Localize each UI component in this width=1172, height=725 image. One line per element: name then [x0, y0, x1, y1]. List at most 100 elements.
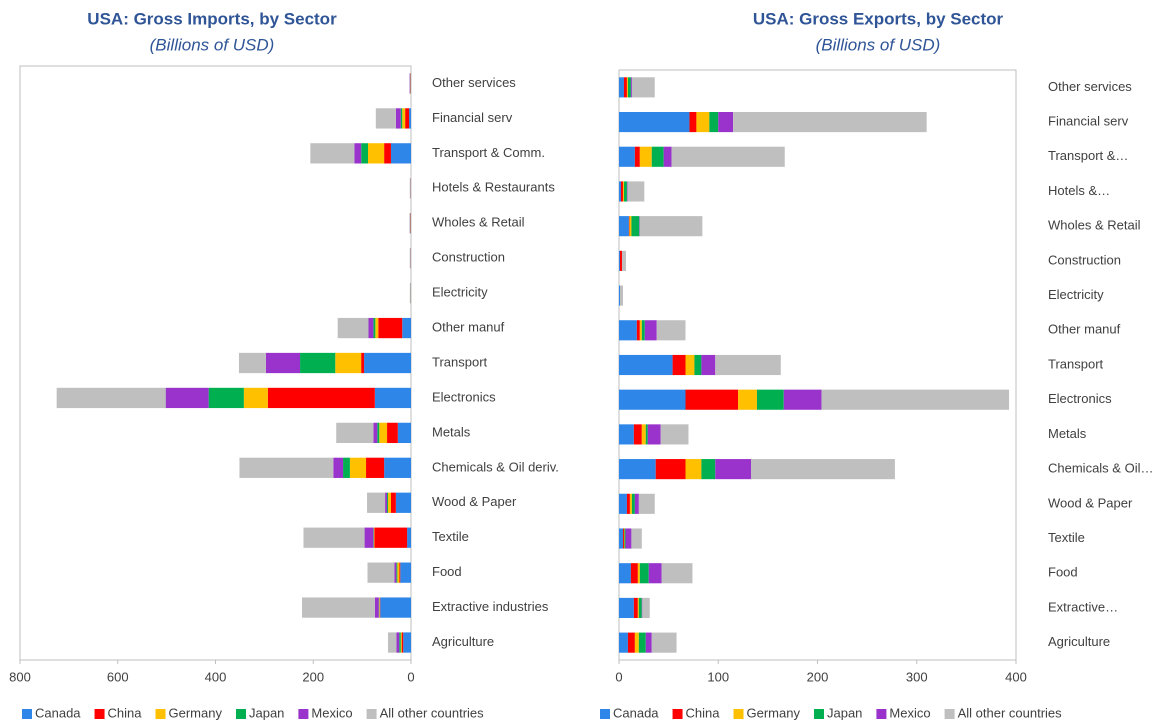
- bar-segment: [622, 528, 624, 549]
- bar-segment: [639, 320, 642, 341]
- bar-segment: [634, 493, 639, 514]
- bar-segment: [343, 457, 350, 478]
- bar-segment: [377, 422, 380, 444]
- bar-segment: [623, 181, 627, 202]
- legend-swatch: [298, 709, 309, 719]
- bar-segment: [626, 77, 628, 98]
- bar-segment: [390, 492, 396, 513]
- legend-label: Canada: [613, 705, 659, 720]
- bar-segment: [335, 352, 362, 374]
- bar-segment: [366, 457, 385, 478]
- bar-segment: [208, 387, 244, 409]
- bar-segment: [685, 354, 695, 376]
- bar-segment: [625, 528, 632, 549]
- bar-segment: [402, 317, 411, 339]
- chart-title: USA: Gross Exports, by Sector: [753, 9, 1004, 28]
- x-tick-label: 800: [9, 669, 31, 684]
- bar-segment: [639, 146, 652, 167]
- bar-segment: [656, 320, 686, 341]
- bar-segment: [642, 597, 650, 619]
- bar-segment: [368, 317, 374, 339]
- bar-segment: [619, 389, 686, 410]
- bar-segment: [756, 389, 784, 410]
- bar-segment: [336, 422, 374, 444]
- bar-segment: [701, 354, 716, 376]
- chart-subtitle: (Billions of USD): [150, 35, 275, 54]
- bar-segment: [636, 320, 640, 341]
- category-label: Other services: [1048, 79, 1132, 94]
- category-label: Extractive industries: [432, 599, 549, 614]
- category-label: Transport: [432, 354, 488, 369]
- bar-segment: [655, 459, 686, 480]
- bar-segment: [165, 387, 209, 409]
- category-label: Other services: [432, 75, 516, 90]
- bar-segment: [375, 108, 396, 129]
- bar-segment: [367, 562, 395, 583]
- bar-segment: [373, 317, 376, 339]
- bar-segment: [638, 493, 655, 514]
- bar-segment: [685, 459, 702, 480]
- category-label: Other manuf: [1048, 322, 1121, 337]
- chart-title: USA: Gross Imports, by Sector: [87, 9, 337, 28]
- category-label: Extractive…: [1048, 599, 1118, 614]
- legend-label: China: [108, 705, 143, 720]
- bar-segment: [733, 111, 927, 133]
- bar-segment: [651, 146, 664, 167]
- bar-segment: [663, 146, 672, 167]
- bar-segment: [400, 108, 403, 129]
- x-tick-label: 0: [615, 669, 622, 684]
- bar-segment: [644, 320, 657, 341]
- bar-segment: [367, 143, 385, 164]
- bar-segment: [385, 492, 388, 513]
- bar-segment: [718, 111, 734, 133]
- bar-segment: [619, 250, 620, 271]
- bar-segment: [661, 563, 693, 584]
- bar-segment: [397, 562, 400, 583]
- bar-segment: [701, 459, 716, 480]
- bar-segment: [685, 389, 739, 410]
- bar-segment: [621, 250, 626, 271]
- bar-segment: [671, 146, 785, 167]
- bar-segment: [399, 632, 401, 653]
- bar-segment: [379, 422, 388, 444]
- category-label: Electronics: [1048, 391, 1112, 406]
- category-label: Metals: [432, 424, 471, 439]
- bar-segment: [405, 108, 410, 129]
- x-tick-label: 0: [407, 669, 414, 684]
- bar-segment: [639, 563, 649, 584]
- category-label: Transport & Comm.: [432, 145, 545, 160]
- bar-segment: [395, 108, 401, 129]
- category-label: Wood & Paper: [1048, 495, 1133, 510]
- category-label: Electricity: [432, 285, 488, 300]
- x-tick-label: 400: [205, 669, 227, 684]
- category-label: Wholes & Retail: [1048, 218, 1141, 233]
- bar-segment: [627, 632, 635, 653]
- category-label: Metals: [1048, 426, 1087, 441]
- category-label: Transport: [1048, 356, 1104, 371]
- legend-swatch: [235, 709, 246, 719]
- bar-segment: [619, 285, 620, 306]
- bar-segment: [388, 632, 397, 653]
- bar-segment: [384, 143, 391, 164]
- bar-segment: [751, 459, 895, 480]
- bar-segment: [633, 424, 642, 445]
- bar-segment: [637, 597, 639, 619]
- bar-segment: [647, 424, 661, 445]
- legend-swatch: [672, 709, 683, 719]
- bar-segment: [619, 146, 635, 167]
- legend-label: All other countries: [958, 705, 1063, 720]
- bar-segment: [619, 216, 629, 237]
- bar-segment: [634, 146, 640, 167]
- category-label: Agriculture: [1048, 634, 1110, 649]
- bar-segment: [631, 493, 635, 514]
- bar-segment: [400, 632, 402, 653]
- bar-segment: [783, 389, 822, 410]
- category-label: Wholes & Retail: [432, 215, 525, 230]
- bar-segment: [56, 387, 166, 409]
- x-tick-label: 400: [1005, 669, 1027, 684]
- legend-swatch: [944, 709, 955, 719]
- bar-segment: [638, 632, 646, 653]
- bar-segment: [374, 597, 379, 618]
- bar-segment: [333, 457, 344, 478]
- category-label: Financial serv: [432, 110, 513, 125]
